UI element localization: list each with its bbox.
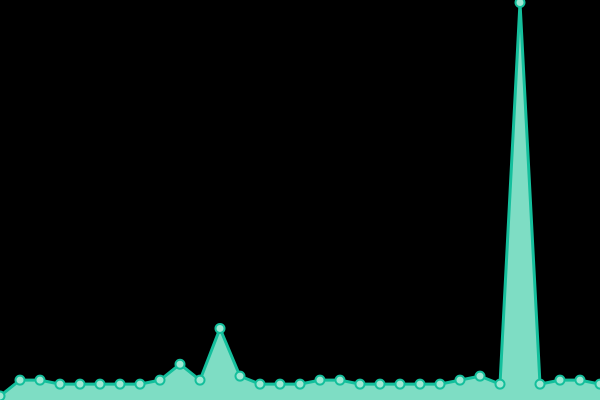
data-point-marker xyxy=(0,390,6,400)
data-point-marker xyxy=(94,378,106,390)
data-point-marker xyxy=(494,378,506,390)
data-point-marker xyxy=(214,322,226,334)
data-point-marker xyxy=(134,378,146,390)
data-point-marker xyxy=(534,378,546,390)
data-point-marker xyxy=(454,374,466,386)
data-point-marker xyxy=(334,374,346,386)
data-point-marker xyxy=(574,374,586,386)
data-point-marker xyxy=(474,370,486,382)
data-point-marker xyxy=(434,378,446,390)
data-point-marker xyxy=(354,378,366,390)
data-point-marker xyxy=(114,378,126,390)
data-point-marker xyxy=(554,374,566,386)
data-point-marker xyxy=(174,358,186,370)
data-point-marker xyxy=(394,378,406,390)
data-point-marker xyxy=(154,374,166,386)
data-point-marker xyxy=(294,378,306,390)
data-point-marker xyxy=(14,374,26,386)
data-point-marker xyxy=(194,374,206,386)
data-point-marker xyxy=(514,0,526,8)
data-point-marker xyxy=(54,378,66,390)
data-point-marker xyxy=(374,378,386,390)
data-point-marker xyxy=(234,370,246,382)
data-point-marker xyxy=(254,378,266,390)
data-point-marker xyxy=(314,374,326,386)
data-point-marker xyxy=(414,378,426,390)
data-point-marker xyxy=(274,378,286,390)
data-point-marker xyxy=(34,374,46,386)
data-point-marker xyxy=(74,378,86,390)
data-point-marker xyxy=(594,378,600,390)
